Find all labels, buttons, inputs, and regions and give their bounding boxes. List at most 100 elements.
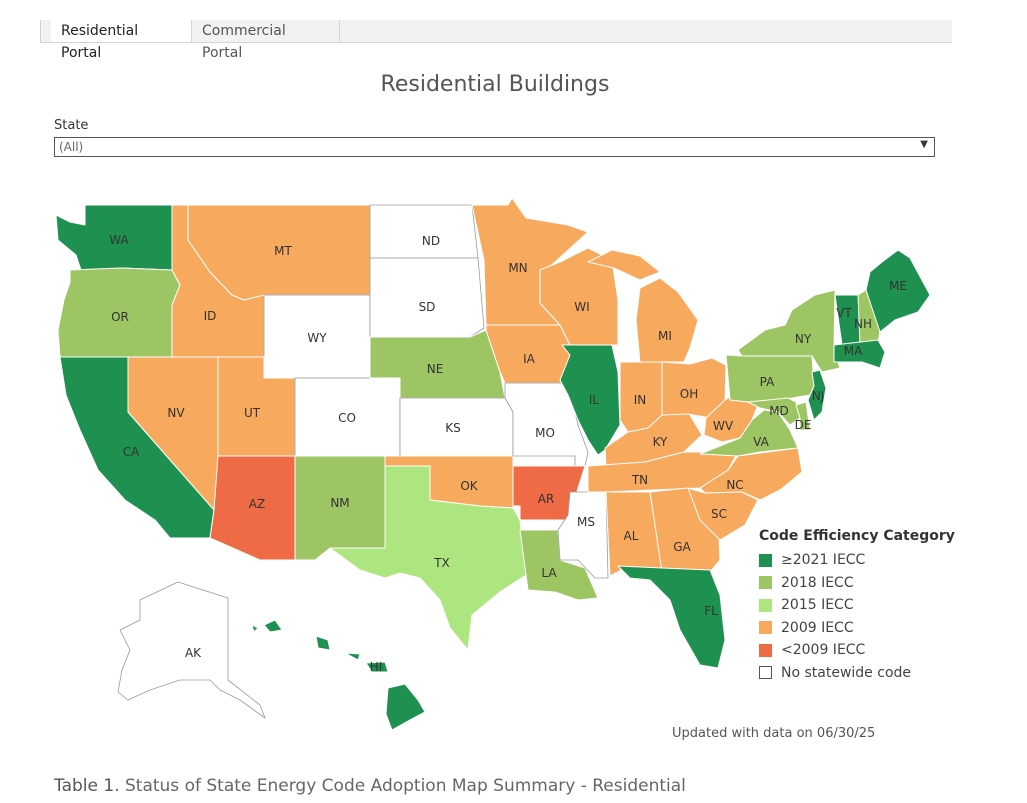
state-nj[interactable]: NJ — [807, 369, 827, 421]
state-label-nc: NC — [726, 478, 743, 492]
legend-item[interactable]: 2015 IECC — [759, 594, 955, 617]
state-or[interactable]: OR — [57, 267, 181, 358]
state-me[interactable]: ME — [865, 249, 931, 333]
state-label-ne: NE — [427, 362, 444, 376]
state-ms[interactable]: MS — [557, 491, 609, 579]
state-label-or: OR — [111, 310, 129, 324]
legend-title: Code Efficiency Category — [759, 528, 955, 544]
state-tx[interactable]: TX — [329, 465, 527, 651]
state-shape-ms[interactable] — [557, 491, 609, 579]
state-label-mn: MN — [508, 261, 527, 275]
state-label-vt: VT — [836, 306, 852, 320]
state-shape-il[interactable] — [559, 344, 621, 456]
legend-item[interactable]: 2009 IECC — [759, 617, 955, 640]
legend-label: <2009 IECC — [781, 642, 866, 659]
state-label-az: AZ — [249, 497, 265, 511]
legend-swatch — [759, 621, 772, 635]
legend-swatch — [759, 666, 772, 680]
state-label-ga: GA — [673, 540, 691, 554]
state-md[interactable]: MD — [747, 397, 801, 426]
state-fl[interactable]: FL — [617, 565, 726, 669]
state-shape-fl[interactable] — [617, 565, 726, 669]
legend-swatch — [759, 553, 772, 567]
state-mn[interactable]: MN — [471, 197, 589, 326]
state-label-ma: MA — [844, 344, 863, 358]
state-label-ak: AK — [185, 646, 202, 660]
state-label-nj: NJ — [812, 389, 825, 403]
state-label-sd: SD — [419, 300, 436, 314]
state-sc[interactable]: SC — [687, 487, 759, 541]
state-label-pa: PA — [760, 375, 775, 389]
state-de[interactable]: DE — [795, 401, 812, 432]
state-label-il: IL — [589, 393, 600, 407]
state-shape-nh[interactable] — [857, 289, 881, 346]
state-filter-value: (All) — [59, 140, 84, 154]
state-shape-ak[interactable] — [117, 581, 266, 719]
legend-label: ≥2021 IECC — [781, 552, 866, 569]
state-label-ky: KY — [653, 435, 668, 449]
state-shape-nj[interactable] — [807, 369, 827, 421]
state-wi[interactable]: WI — [539, 247, 619, 346]
state-nc[interactable]: NC — [699, 447, 803, 501]
legend: Code Efficiency Category ≥2021 IECC 2018 … — [759, 528, 955, 684]
state-shape-ny[interactable] — [737, 289, 841, 373]
state-nd[interactable]: ND — [369, 204, 479, 259]
legend-item[interactable]: 2018 IECC — [759, 572, 955, 595]
state-label-oh: OH — [680, 387, 698, 401]
state-co[interactable]: CO — [294, 377, 401, 457]
state-in[interactable]: IN — [619, 361, 663, 433]
state-label-nh: NH — [854, 317, 872, 331]
state-shape-sd[interactable] — [369, 257, 485, 338]
state-filter-dropdown[interactable]: (All) ▼ — [54, 137, 935, 157]
state-shape-ar[interactable] — [512, 465, 586, 521]
state-shape-wi[interactable] — [539, 247, 619, 346]
state-nm[interactable]: NM — [294, 455, 386, 561]
state-shape-tx[interactable] — [329, 465, 527, 651]
legend-item[interactable]: ≥2021 IECC — [759, 549, 955, 572]
state-ar[interactable]: AR — [512, 465, 586, 521]
state-ny[interactable]: NY — [737, 289, 841, 373]
caption-text: . Status of State Energy Code Adoption M… — [114, 776, 686, 796]
state-shape-me[interactable] — [865, 249, 931, 333]
state-mi[interactable]: MI — [587, 249, 699, 363]
updated-note: Updated with data on 06/30/25 — [672, 726, 876, 741]
legend-label: 2018 IECC — [781, 574, 854, 591]
state-label-ms: MS — [577, 515, 595, 529]
state-oh[interactable]: OH — [661, 357, 727, 419]
state-shape-md[interactable] — [747, 397, 801, 426]
state-label-va: VA — [753, 435, 769, 449]
state-hi[interactable]: HI — [251, 619, 426, 731]
state-ak[interactable]: AK — [117, 581, 266, 719]
state-il[interactable]: IL — [559, 344, 621, 456]
state-sd[interactable]: SD — [369, 257, 485, 338]
legend-item[interactable]: <2009 IECC — [759, 639, 955, 662]
state-label-me: ME — [889, 279, 907, 293]
state-shape-hi[interactable] — [251, 619, 426, 731]
state-wy[interactable]: WY — [263, 294, 371, 379]
page-title: Residential Buildings — [380, 72, 610, 97]
state-label-nv: NV — [167, 406, 185, 420]
state-shape-mi[interactable] — [587, 249, 699, 363]
state-label-ut: UT — [244, 406, 261, 420]
state-shape-ma[interactable] — [833, 339, 886, 369]
chevron-down-icon: ▼ — [920, 139, 928, 150]
state-label-in: IN — [634, 393, 647, 407]
state-nh[interactable]: NH — [854, 289, 881, 346]
state-label-al: AL — [624, 529, 639, 543]
state-label-ny: NY — [795, 332, 812, 346]
state-shape-de[interactable] — [795, 401, 811, 431]
state-ks[interactable]: KS — [399, 397, 514, 457]
tab-commercial-portal[interactable]: Commercial Portal — [192, 20, 340, 61]
state-shape-va[interactable] — [699, 409, 799, 457]
state-va[interactable]: VA — [699, 409, 799, 457]
state-label-mt: MT — [274, 244, 292, 258]
state-pa[interactable]: PA — [725, 354, 815, 403]
state-az[interactable]: AZ — [209, 455, 296, 561]
state-shape-nd[interactable] — [369, 204, 479, 259]
tab-residential-portal[interactable]: Residential Portal — [51, 20, 192, 61]
state-label-ca: CA — [123, 445, 140, 459]
state-shape-sc[interactable] — [687, 487, 759, 541]
legend-item[interactable]: No statewide code — [759, 662, 955, 685]
state-ma[interactable]: MA — [833, 339, 886, 369]
